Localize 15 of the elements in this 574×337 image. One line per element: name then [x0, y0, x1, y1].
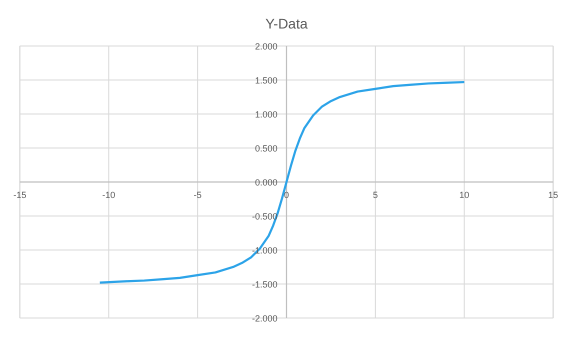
y-tick-label: 1.500	[254, 76, 278, 86]
x-tick-label: 0	[284, 190, 290, 200]
x-tick-label: -5	[194, 190, 202, 200]
y-tick-label: 2.000	[254, 42, 278, 52]
x-tick-label: 5	[372, 190, 378, 200]
y-tick-label: -1.500	[252, 279, 278, 290]
chart-title: Y-Data	[265, 16, 308, 32]
y-tick-label: 1.000	[254, 110, 278, 120]
x-tick-label: -10	[102, 190, 116, 200]
y-tick-label: 0.500	[254, 144, 278, 154]
x-tick-label: 10	[459, 190, 470, 200]
y-tick-label: 0.000	[254, 178, 278, 188]
y-tick-label: -2.000	[252, 313, 278, 324]
x-tick-label: 15	[548, 190, 558, 200]
x-tick-label: -15	[13, 190, 26, 200]
